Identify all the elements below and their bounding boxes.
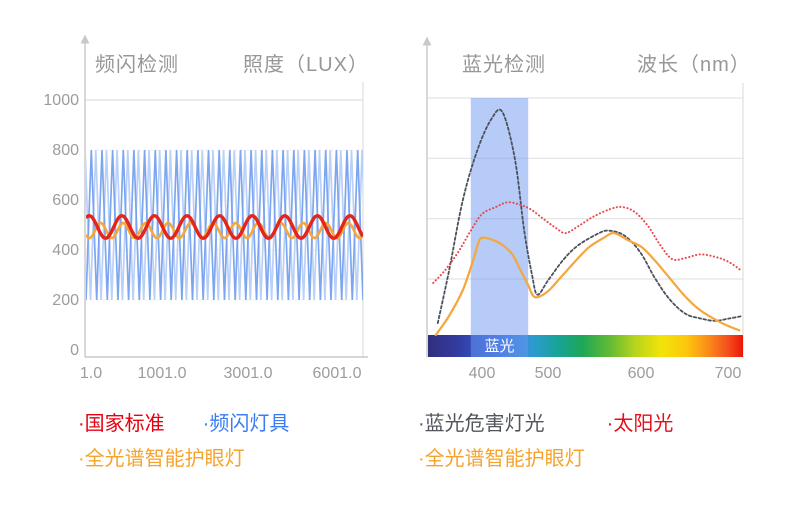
flicker-chart: 0 200 400 600 800 1000 1.0 1001.0 3001.0… (43, 34, 368, 382)
blue-hazard-lamp-curve (436, 108, 744, 324)
bluelight-chart: 400 500 600 700 蓝光 (422, 36, 744, 382)
bluelight-unit-label: 波长（nm） (637, 54, 751, 76)
x-tick-label: 500 (535, 365, 562, 382)
bluelight-legend: ·蓝光危害灯光 ·太阳光 ·全光谱智能护眼灯 (418, 404, 673, 474)
x-tick-label: 3001.0 (224, 365, 273, 382)
flicker-waves (86, 149, 363, 301)
legend-item-eye-care-lamp: ·全光谱智能护眼灯 (418, 448, 585, 470)
y-tick-label: 800 (52, 142, 79, 159)
legend-item-national-standard: ·国家标准 (78, 413, 165, 435)
legend-item-flicker-lamp: ·频闪灯具 (202, 413, 290, 435)
national-standard-wave (86, 214, 363, 240)
blue-light-band-label: 蓝光 (484, 338, 514, 355)
blue-light-band (470, 98, 529, 357)
sunlight-curve (432, 201, 743, 284)
y-tick-label: 200 (52, 292, 79, 309)
y-tick-label: 1000 (43, 92, 79, 109)
y-tick-label: 0 (70, 342, 79, 359)
x-tick-label: 1001.0 (138, 365, 187, 382)
flicker-chart-title: 频闪检测 (95, 54, 179, 76)
legend-row: ·蓝光危害灯光 ·太阳光 (418, 404, 673, 439)
y-tick-label: 600 (52, 192, 79, 209)
bluelight-chart-title: 蓝光检测 (462, 54, 546, 76)
eye-care-lamp-wave (86, 221, 363, 240)
flicker-unit-label: 照度（LUX） (243, 54, 369, 76)
y-axis-arrow-icon (80, 34, 90, 44)
x-tick-label: 600 (628, 365, 655, 382)
y-axis-arrow-icon (422, 36, 432, 46)
x-tick-label: 700 (715, 365, 742, 382)
legend-row: ·国家标准 ·频闪灯具 (78, 404, 289, 439)
legend-item-eye-care-lamp: ·全光谱智能护眼灯 (78, 448, 245, 470)
x-tick-label: 6001.0 (313, 365, 362, 382)
legend-item-blue-hazard-lamp: ·蓝光危害灯光 (418, 413, 545, 435)
legend-row: ·全光谱智能护眼灯 (418, 439, 673, 474)
legend-item-sunlight: ·太阳光 (606, 413, 674, 435)
flicker-legend: ·国家标准 ·频闪灯具 ·全光谱智能护眼灯 (78, 404, 289, 474)
flicker-lamp-wave (86, 149, 363, 301)
eye-care-lamp-curve (434, 231, 741, 337)
x-tick-label: 1.0 (80, 365, 102, 382)
x-tick-label: 400 (469, 365, 496, 382)
y-tick-label: 400 (52, 242, 79, 259)
legend-row: ·全光谱智能护眼灯 (78, 439, 289, 474)
flicker-lamp-wave-echo (86, 149, 363, 301)
